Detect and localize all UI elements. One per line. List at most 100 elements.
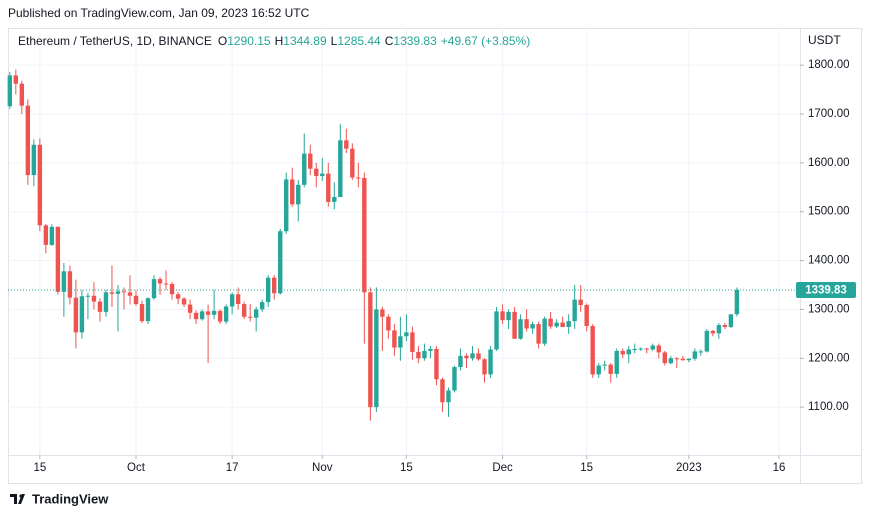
candle-body [464, 355, 469, 359]
legend-change: +49.67 (+3.85%) [441, 34, 530, 48]
candle-body [632, 348, 637, 350]
candle-body [97, 301, 103, 312]
candle-body [175, 294, 181, 299]
legend-value: 1285.44 [337, 34, 381, 48]
candle-body [139, 304, 145, 322]
candle-body [43, 225, 49, 245]
candle-body [320, 173, 325, 177]
candle-body [169, 284, 175, 295]
candle-body [37, 144, 43, 226]
candle-body [548, 318, 553, 327]
candle-body [67, 271, 73, 298]
candle-body [181, 298, 187, 305]
candle-body [584, 305, 589, 327]
candle-body [734, 289, 740, 315]
y-tick-label: 1600.00 [808, 157, 850, 169]
candle-body [614, 350, 619, 374]
candle-body [404, 332, 409, 337]
candle-body [500, 311, 505, 321]
candle-body [470, 353, 475, 359]
candle-body [19, 83, 25, 106]
candle-body [692, 351, 698, 359]
candle-body [241, 304, 247, 317]
candle-body [638, 348, 643, 350]
candle-body [296, 184, 301, 205]
candle-body [302, 153, 307, 185]
candle-body [560, 322, 565, 327]
candle-body [115, 291, 121, 294]
candle-body [392, 330, 397, 348]
brand-logo [10, 494, 25, 504]
candles [7, 69, 740, 421]
x-tick-label: 2023 [676, 462, 702, 474]
x-tick-label: 17 [226, 462, 239, 474]
overlay: 1339.83 [8, 281, 856, 298]
y-tick-label: 1500.00 [808, 206, 850, 218]
candle-body [524, 319, 529, 329]
candle-body [668, 358, 674, 364]
candle-body [482, 359, 487, 375]
candle-body [49, 226, 55, 245]
candle-body [542, 318, 547, 344]
candle-body [416, 351, 421, 359]
candle-body [25, 105, 31, 176]
candle-body [578, 299, 583, 306]
candle-body [452, 367, 457, 391]
brand-name: TradingView [32, 491, 109, 506]
legend: Ethereum / TetherUS, 1D, BINANCE O1290.15… [18, 34, 530, 48]
candle-body [572, 299, 577, 322]
candle-body [680, 358, 686, 361]
candle-body [290, 179, 295, 205]
candle-body [326, 173, 331, 202]
candle-body [55, 226, 61, 292]
candle-body [512, 311, 517, 339]
candle-body [476, 353, 481, 360]
candle-body [350, 148, 355, 178]
candle-body [620, 350, 625, 355]
candle-body [434, 348, 439, 380]
candle-body [698, 351, 704, 353]
candle-body [199, 311, 205, 320]
chart-frame [8, 28, 862, 484]
logo-icon [10, 494, 25, 504]
candle-body [554, 322, 559, 327]
candle-body [536, 324, 541, 344]
candle-body [626, 349, 631, 355]
candle-body [458, 355, 463, 368]
candle-body [187, 304, 193, 313]
candle-body [710, 330, 716, 334]
candle-body [686, 358, 692, 361]
candle-body [650, 345, 655, 350]
candle-body [386, 316, 391, 331]
legend-label: H [275, 34, 284, 48]
candle-body [494, 311, 499, 350]
x-tick-label: 16 [773, 462, 786, 474]
candle-body [127, 292, 133, 296]
candle-body [193, 312, 199, 320]
candle-body [103, 292, 109, 312]
legend-value: 1339.83 [393, 34, 437, 48]
candle-body [121, 291, 127, 293]
candle-body [656, 345, 661, 353]
candle-body [79, 296, 85, 333]
grid: 1100.00 1200.00 1300.00 1400.00 1500.00 1600.… [8, 28, 850, 474]
candle-body [151, 279, 157, 299]
candle-body [85, 295, 91, 297]
candle-body [91, 295, 97, 302]
legend-items: O1290.15 H1344.89 L1285.44 C1339.83 +49.67 (… [218, 34, 530, 48]
candle-body [398, 336, 403, 348]
candle-body [205, 311, 211, 315]
legend-value: 1290.15 [227, 34, 271, 48]
candle-body [728, 314, 734, 327]
candle-body [272, 277, 277, 294]
y-tick-label: 1300.00 [808, 303, 850, 315]
candle-body [163, 283, 169, 285]
candle-body [157, 279, 163, 284]
candle-body [410, 332, 415, 352]
candle-body [530, 324, 535, 329]
candle-body [332, 197, 337, 202]
candle-body [265, 277, 271, 303]
candle-body [644, 348, 649, 350]
candle-body [602, 364, 607, 366]
x-tick-label: Nov [312, 462, 333, 474]
